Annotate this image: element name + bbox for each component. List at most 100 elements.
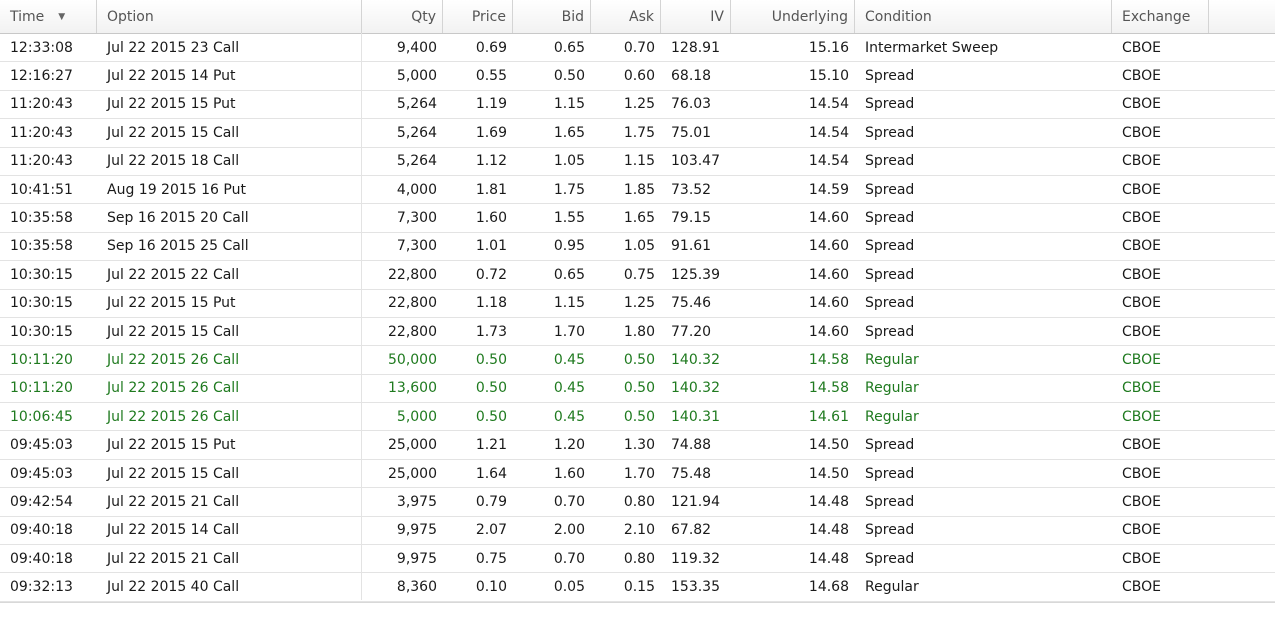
cell-option: Jul 22 2015 26 Call [107,351,240,368]
cell-price: 2.07 [475,522,507,539]
cell-iv: 79.15 [661,204,731,231]
table-row[interactable]: 09:45:03 Jul 22 2015 15 Put 25,000 1.21 1.20… [0,431,1275,460]
cell-exchange: CBOE [1122,408,1161,425]
cell-iv: 128.91 [661,34,731,61]
cell-option: Jul 22 2015 21 Call [107,550,240,567]
cell-bid: 0.65 [553,266,585,283]
column-header-bid-label: Bid [561,8,584,25]
cell-ask: 2.10 [623,522,655,539]
cell-iv-value: 68.18 [671,68,712,85]
cell-iv-value: 91.61 [671,238,712,255]
cell-iv-value: 75.48 [671,465,712,482]
column-header-iv[interactable]: IV [661,0,731,33]
cell-price: 0.75 [475,550,507,567]
cell-ask: 0.70 [623,39,655,56]
column-header-exchange[interactable]: Exchange [1112,0,1209,33]
cell-price: 0.50 [475,408,507,425]
cell-price: 1.18 [475,295,507,312]
cell-underlying: 14.60 [808,210,849,227]
table-row[interactable]: 09:32:13 Jul 22 2015 40 Call 8,360 0.10 0.05… [0,573,1275,602]
column-header-price[interactable]: Price [443,0,513,33]
column-header-option[interactable]: Option [97,0,362,33]
column-header-qty[interactable]: Qty [362,0,443,33]
table-row[interactable]: 10:30:15 Jul 22 2015 22 Call 22,800 0.72 0.6… [0,261,1275,290]
table-row[interactable]: 10:30:15 Jul 22 2015 15 Put 22,800 1.18 1.15… [0,290,1275,318]
cell-ask: 1.85 [623,181,655,198]
table-row[interactable]: 11:20:43 Jul 22 2015 18 Call 5,264 1.12 1.05… [0,148,1275,176]
table-row[interactable]: 09:42:54 Jul 22 2015 21 Call 3,975 0.79 0.70… [0,488,1275,517]
cell-iv-value: 128.91 [671,39,720,56]
table-row[interactable]: 10:11:20 Jul 22 2015 26 Call 50,000 0.50 0.4… [0,346,1275,375]
column-header-filler [1209,0,1275,33]
cell-price: 1.73 [475,323,507,340]
cell-iv: 140.31 [661,403,731,430]
table-row[interactable]: 10:35:58 Sep 16 2015 20 Call 7,300 1.60 1.55… [0,204,1275,233]
column-header-underlying[interactable]: Underlying [731,0,855,33]
table-row[interactable]: 09:45:03 Jul 22 2015 15 Call 25,000 1.64 1.6… [0,460,1275,489]
cell-iv: 75.48 [661,460,731,487]
table-row[interactable]: 10:30:15 Jul 22 2015 15 Call 22,800 1.73 1.7… [0,318,1275,347]
cell-iv-value: 140.32 [671,351,720,368]
cell-ask: 1.75 [623,124,655,141]
cell-option: Jul 22 2015 26 Call [107,380,240,397]
cell-ask: 0.50 [623,408,655,425]
cell-exchange: CBOE [1122,238,1161,255]
cell-time: 10:35:58 [10,238,73,255]
column-header-condition[interactable]: Condition [855,0,1112,33]
cell-qty: 5,264 [396,124,437,141]
cell-filler [1209,318,1275,345]
cell-condition: Regular [865,408,919,425]
table-row[interactable]: 12:16:27 Jul 22 2015 14 Put 5,000 0.55 0.50 0… [0,62,1275,91]
table-row[interactable]: 09:40:18 Jul 22 2015 21 Call 9,975 0.75 0.70… [0,545,1275,574]
column-divider [361,33,362,600]
table-row[interactable]: 10:41:51 Aug 19 2015 16 Put 4,000 1.81 1.75 1… [0,176,1275,205]
column-header-exchange-label: Exchange [1122,8,1191,25]
column-header-qty-label: Qty [411,8,436,25]
column-header-iv-label: IV [710,8,724,25]
cell-time: 12:16:27 [10,68,73,85]
column-header-price-label: Price [471,8,506,25]
column-header-time[interactable]: Time ▼ [0,0,97,33]
table-row[interactable]: 11:20:43 Jul 22 2015 15 Call 5,264 1.69 1.65… [0,119,1275,148]
cell-condition: Regular [865,380,919,397]
cell-iv-value: 73.52 [671,181,712,198]
cell-filler [1209,346,1275,373]
cell-filler [1209,403,1275,430]
cell-exchange: CBOE [1122,266,1161,283]
grid-header: Time ▼ Option Qty Price Bid Ask IV Under… [0,0,1275,34]
cell-qty: 13,600 [388,380,437,397]
column-header-ask[interactable]: Ask [591,0,661,33]
cell-time: 09:32:13 [10,579,73,596]
cell-condition: Regular [865,351,919,368]
cell-iv-value: 67.82 [671,522,712,539]
column-header-bid[interactable]: Bid [513,0,591,33]
cell-iv: 73.52 [661,176,731,203]
cell-exchange: CBOE [1122,68,1161,85]
table-row[interactable]: 10:35:58 Sep 16 2015 25 Call 7,300 1.01 0.95… [0,233,1275,262]
cell-ask: 1.80 [623,323,655,340]
table-row[interactable]: 11:20:43 Jul 22 2015 15 Put 5,264 1.19 1.15 1… [0,91,1275,120]
cell-iv: 125.39 [661,261,731,288]
table-row[interactable]: 09:40:18 Jul 22 2015 14 Call 9,975 2.07 2.00… [0,517,1275,546]
table-row[interactable]: 10:11:20 Jul 22 2015 26 Call 13,600 0.50 0.4… [0,375,1275,404]
cell-time: 11:20:43 [10,124,73,141]
cell-bid: 1.15 [553,295,585,312]
cell-exchange: CBOE [1122,96,1161,113]
sort-desc-icon[interactable]: ▼ [58,12,66,22]
cell-filler [1209,460,1275,487]
cell-time: 09:42:54 [10,493,73,510]
cell-exchange: CBOE [1122,153,1161,170]
table-row[interactable]: 10:06:45 Jul 22 2015 26 Call 5,000 0.50 0.45… [0,403,1275,432]
cell-bid: 0.70 [553,550,585,567]
cell-underlying: 14.54 [808,153,849,170]
cell-time: 09:45:03 [10,465,73,482]
cell-price: 0.69 [475,39,507,56]
table-row[interactable]: 12:33:08 Jul 22 2015 23 Call 9,400 0.69 0.65… [0,34,1275,63]
cell-iv-value: 121.94 [671,493,720,510]
cell-condition: Spread [865,153,915,170]
cell-bid: 1.20 [553,437,585,454]
cell-filler [1209,375,1275,402]
cell-qty: 5,000 [396,68,437,85]
column-header-condition-label: Condition [865,8,932,25]
